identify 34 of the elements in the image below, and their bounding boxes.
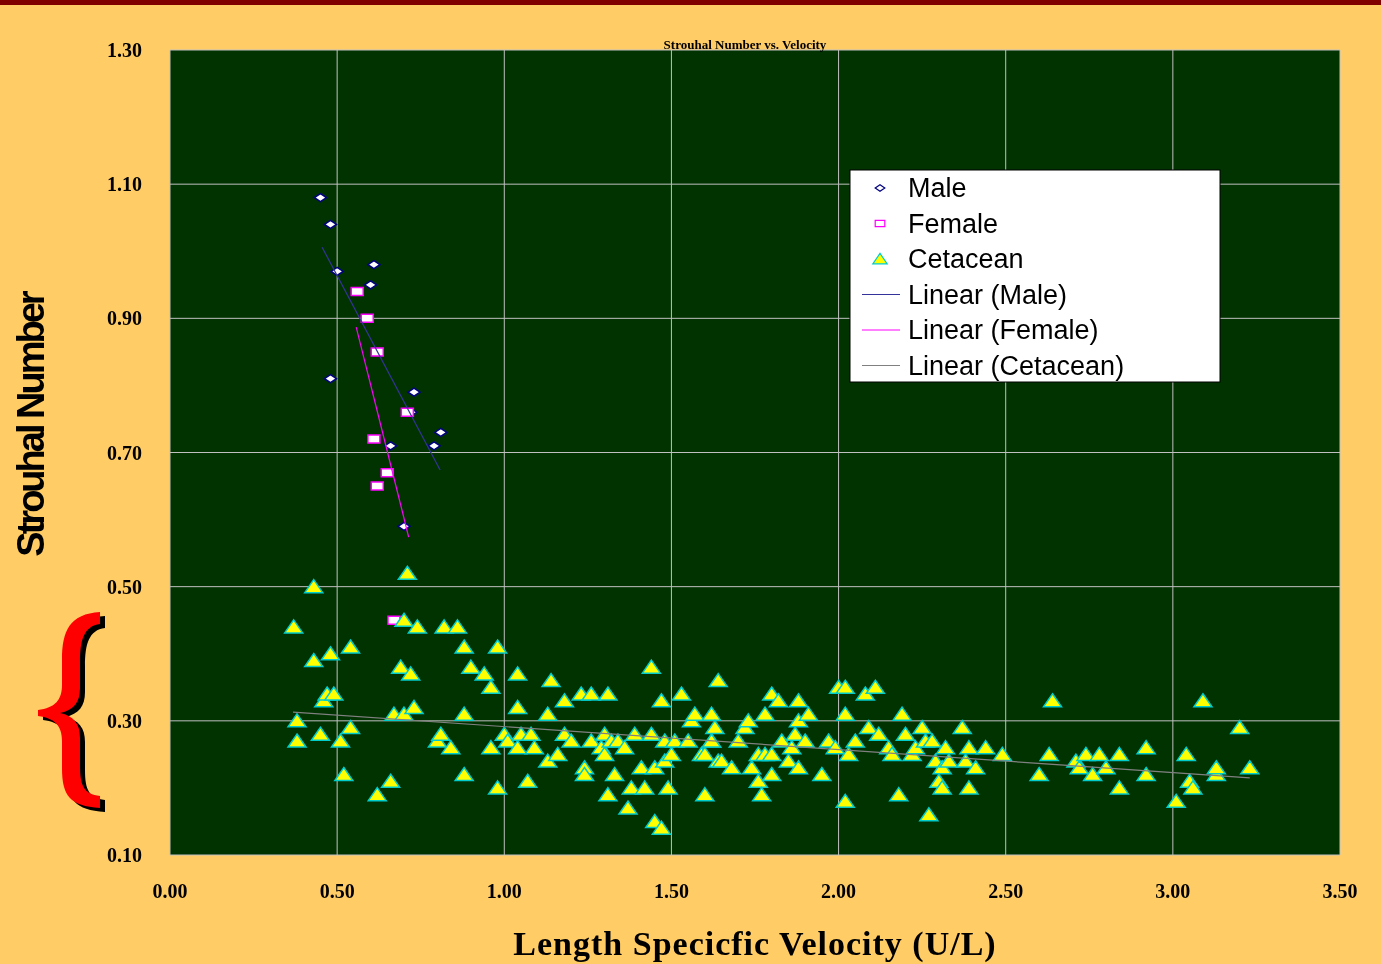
x-tick-label: 1.50 xyxy=(653,880,689,902)
point xyxy=(367,259,381,270)
y-tick-label: 0.50 xyxy=(107,575,142,598)
point xyxy=(313,192,328,203)
x-tick-label: 2.50 xyxy=(988,880,1024,902)
legend-label: Linear (Cetacean) xyxy=(908,350,1125,381)
point xyxy=(350,286,364,297)
y-tick-label: 1.10 xyxy=(107,173,142,196)
point xyxy=(367,434,381,444)
legend-label: Male xyxy=(908,173,967,203)
x-tick-label: 2.00 xyxy=(821,880,857,902)
y-tick-label: 0.70 xyxy=(107,441,142,464)
y-tick-label: 1.30 xyxy=(107,39,142,61)
x-tick-label: 0.50 xyxy=(319,880,355,902)
point xyxy=(360,313,374,324)
x-tick-label: 1.00 xyxy=(486,880,522,902)
chart-title: Strouhal Number vs. Velocity xyxy=(663,37,827,52)
x-tick-label: 3.00 xyxy=(1155,880,1191,902)
x-axis-title: Length Specicfic Velocity (U/L) xyxy=(513,925,997,963)
x-tick-label: 3.50 xyxy=(1322,880,1358,902)
point xyxy=(434,427,448,438)
x-tick-label: 0.00 xyxy=(152,880,188,902)
point xyxy=(323,219,338,230)
legend-label: Cetacean xyxy=(908,244,1024,274)
point xyxy=(323,373,338,384)
point xyxy=(427,441,441,451)
legend-label: Linear (Female) xyxy=(908,315,1099,345)
y-tick-label: 0.10 xyxy=(107,844,142,866)
y-tick-label: 0.90 xyxy=(107,307,142,330)
point xyxy=(407,387,421,397)
y-tick-label: 0.30 xyxy=(107,709,142,732)
legend-label: Female xyxy=(908,208,999,239)
legend-label: Linear (Male) xyxy=(908,279,1068,310)
y-axis-title: Strouhal Number xyxy=(10,290,52,557)
